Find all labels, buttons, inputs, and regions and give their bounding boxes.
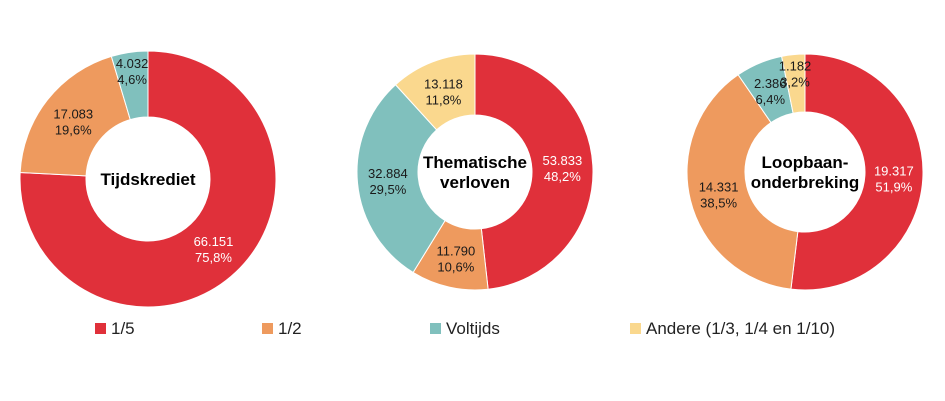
legend-label-one-fifth: 1/5 — [111, 319, 135, 338]
donut-3-center-title: onderbreking — [751, 173, 860, 192]
donut-1-value-label: 4.032 — [116, 56, 149, 71]
donut-3-value-label: 14.331 — [699, 179, 739, 194]
donut-1-slice-one-fifth — [19, 50, 277, 308]
donut-3-pct-label: 51,9% — [875, 179, 912, 194]
donut-3-slice-one-fifth — [790, 53, 924, 291]
donut-3-value-label: 2.386 — [754, 76, 787, 91]
donut-3-center-title: Loopbaan- — [762, 153, 849, 172]
donut-3-pct-label: 38,5% — [700, 195, 737, 210]
legend-label-voltijds: Voltijds — [446, 319, 500, 338]
donut-2-value-label: 13.118 — [424, 76, 463, 91]
donut-2-pct-label: 11,8% — [425, 92, 461, 107]
donut-1-center-title: Tijdskrediet — [100, 170, 195, 189]
donut-1-slice-half — [19, 55, 131, 177]
donut-3-value-label: 19.317 — [874, 163, 914, 178]
donut-1-pct-label: 4,6% — [117, 72, 147, 87]
donut-2-slice-one-fifth — [474, 53, 594, 290]
donut-2-center-title: verloven — [440, 173, 510, 192]
donut-1-pct-label: 19,6% — [55, 122, 92, 137]
donut-3-slice-andere — [781, 53, 806, 114]
donut-3-pct-label: 3,2% — [780, 74, 810, 89]
donut-2-slice-andere — [394, 53, 476, 131]
donut-2-pct-label: 10,6% — [437, 259, 474, 274]
donut-1-value-label: 17.083 — [53, 106, 93, 121]
donut-2-pct-label: 48,2% — [544, 169, 581, 184]
donut-2-value-label: 53.833 — [542, 153, 582, 168]
donut-2-value-label: 11.790 — [436, 243, 475, 258]
legend-label-half: 1/2 — [278, 319, 302, 338]
donut-2-slice-voltijds — [356, 84, 446, 274]
legend-label-andere: Andere (1/3, 1/4 en 1/10) — [646, 319, 835, 338]
donut-3-pct-label: 6,4% — [755, 92, 785, 107]
donut-3-slice-half — [686, 74, 799, 290]
donut-2-pct-label: 29,5% — [369, 182, 406, 197]
legend-swatch-half — [262, 323, 273, 334]
donut-3-value-label: 1.182 — [779, 58, 812, 73]
legend-swatch-one-fifth — [95, 323, 106, 334]
legend-swatch-voltijds — [430, 323, 441, 334]
donut-1-slice-voltijds — [110, 50, 149, 121]
donut-1-pct-label: 75,8% — [195, 250, 232, 265]
donut-2-center-title: Thematische — [423, 153, 527, 172]
donut-1-value-label: 66.151 — [194, 234, 234, 249]
donut-2-value-label: 32.884 — [368, 166, 408, 181]
legend-swatch-andere — [630, 323, 641, 334]
